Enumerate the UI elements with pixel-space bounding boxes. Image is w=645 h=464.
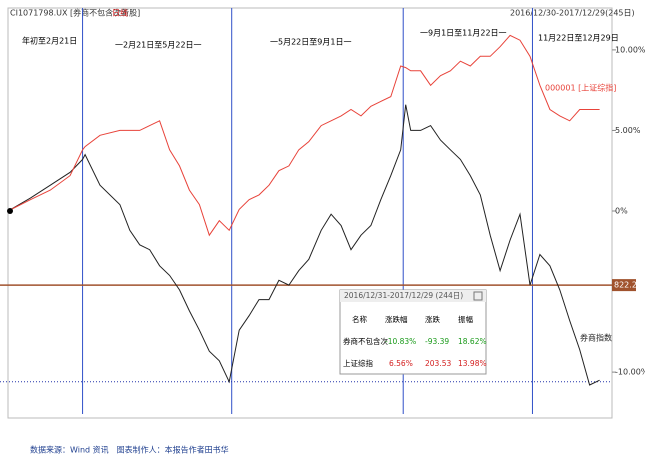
legend-label: 券商指数: [580, 333, 612, 343]
reference-label: 822.29: [614, 281, 642, 290]
header-right: 2016/12/30-2017/12/29(245日): [510, 9, 635, 18]
plot-frame: [7, 7, 613, 419]
annotation: 11月22日至12月29日: [538, 34, 619, 43]
table-cell: -10.83%: [385, 337, 416, 346]
table-title: 2016/12/31-2017/12/29 (244日): [344, 291, 463, 300]
table-cell: -93.39: [425, 337, 449, 346]
y-tick-label: 10.00%: [615, 45, 645, 54]
table-cell: 203.53: [425, 359, 451, 368]
table-box: [339, 289, 487, 375]
y-tick-label: -10.00%: [615, 368, 645, 377]
legend-label: 000001 [上证综指]: [545, 83, 616, 93]
table-header: 振幅: [458, 314, 473, 324]
reference-label-box: [612, 279, 636, 292]
table-cell: 18.62%: [458, 337, 487, 346]
table-cell: 6.56%: [389, 359, 413, 368]
annotation: 一5月22日至9月1日一: [270, 38, 351, 47]
summary-table: 2016/12/31-2017/12/29 (244日) 名称 涨跌幅 涨跌 振…: [339, 289, 487, 375]
start-marker: [7, 208, 13, 214]
footer: 数据来源：Wind 资讯 图表制作人：本报告作者田书华: [30, 445, 229, 455]
header-left: CI1071798.UX [券商不包含次新股]: [10, 8, 140, 18]
table-cell: 券商不包含次: [343, 336, 388, 346]
annotation: 一2月21日至5月22日一: [115, 41, 202, 50]
y-tick-label: 5.00%: [615, 126, 641, 135]
table-cell: 上证综指: [343, 358, 373, 368]
table-header: 涨跌: [425, 314, 440, 324]
table-header: 名称: [352, 314, 367, 324]
series-line: [7, 34, 600, 237]
header-period: 日线: [112, 8, 128, 18]
table-cell: 13.98%: [458, 359, 487, 368]
y-tick-label: 0%: [615, 207, 628, 216]
close-button[interactable]: [473, 291, 483, 301]
table-head: [340, 290, 486, 302]
annotation: 年初至2月21日: [22, 36, 77, 46]
annotation: 一9月1日至11月22日一: [420, 29, 507, 38]
table-header: 涨跌幅: [385, 314, 408, 324]
series-line: [7, 104, 600, 386]
